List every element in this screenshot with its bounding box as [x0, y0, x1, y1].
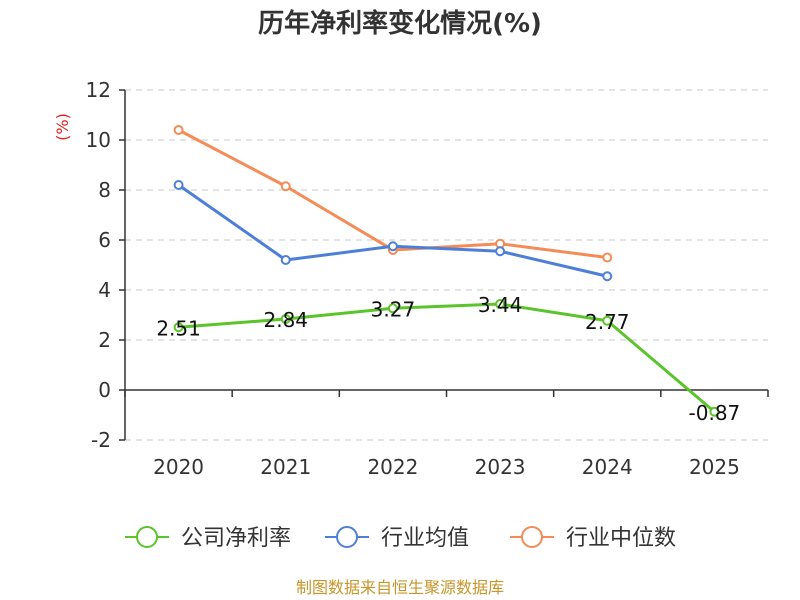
data-label: 3.27 — [371, 297, 416, 321]
y-tick-label: 10 — [86, 128, 111, 152]
y-tick-label: 6 — [98, 228, 111, 252]
data-point[interactable] — [602, 252, 613, 263]
data-point[interactable] — [173, 322, 184, 333]
data-label: 2.84 — [263, 308, 308, 332]
data-point[interactable] — [709, 406, 720, 417]
legend-swatch-marker — [521, 526, 543, 548]
y-tick-label: 12 — [86, 78, 111, 102]
legend-swatch-marker — [336, 526, 358, 548]
data-label: 2.51 — [156, 316, 201, 340]
x-tick-label: 2022 — [367, 455, 418, 479]
legend-label: 公司净利率 — [181, 526, 291, 551]
data-point[interactable] — [280, 314, 291, 324]
legend-item[interactable]: 行业中位数 — [510, 526, 676, 551]
data-point[interactable] — [602, 315, 613, 326]
y-axis-label: (%) — [53, 113, 72, 141]
x-tick-label: 2021 — [260, 455, 311, 479]
data-point[interactable] — [173, 125, 184, 135]
data-point[interactable] — [602, 271, 613, 282]
grid-lines — [125, 89, 768, 441]
y-tick-label: -2 — [91, 428, 111, 452]
data-labels: 2.51 2.84 3.27 3.44 2.77 -0.87 — [156, 293, 740, 425]
x-tick-label: 2025 — [689, 455, 740, 479]
y-tick-label: 0 — [98, 378, 111, 402]
data-point[interactable] — [495, 299, 506, 309]
legend-label: 行业均值 — [381, 526, 469, 551]
x-tick-label: 2024 — [582, 455, 633, 479]
data-point[interactable] — [280, 181, 291, 192]
source-note: 制图数据来自恒生聚源数据库 — [296, 578, 504, 597]
y-tick-label: 2 — [98, 328, 111, 352]
data-point[interactable] — [173, 180, 184, 190]
data-point[interactable] — [387, 303, 398, 314]
y-tick-label: 4 — [98, 278, 111, 302]
data-label: -0.87 — [689, 401, 741, 425]
x-tick-label: 2020 — [153, 455, 204, 479]
legend-label: 行业中位数 — [566, 526, 676, 551]
x-tick-labels: 2020 2021 2022 2023 2024 2025 — [153, 455, 740, 479]
data-point[interactable] — [280, 255, 291, 265]
x-tick-label: 2023 — [475, 455, 526, 479]
axes — [119, 89, 769, 441]
series-line — [178, 302, 716, 413]
y-tick-label: 8 — [98, 178, 111, 202]
y-tick-labels: -2 0 2 4 6 8 10 12 — [86, 78, 111, 452]
series-line — [177, 128, 608, 259]
series-line — [177, 183, 608, 278]
series-group — [173, 125, 720, 417]
data-label: 2.77 — [585, 310, 630, 334]
data-point[interactable] — [387, 241, 398, 252]
legend[interactable]: 公司净利率 行业均值 行业中位数 — [125, 526, 676, 551]
data-point[interactable] — [495, 246, 506, 257]
legend-swatch-marker — [136, 526, 158, 548]
chart-title: 历年净利率变化情况(%) — [258, 8, 542, 39]
data-label: 3.44 — [478, 293, 523, 317]
legend-item[interactable]: 行业均值 — [325, 526, 469, 551]
legend-item[interactable]: 公司净利率 — [125, 526, 291, 551]
